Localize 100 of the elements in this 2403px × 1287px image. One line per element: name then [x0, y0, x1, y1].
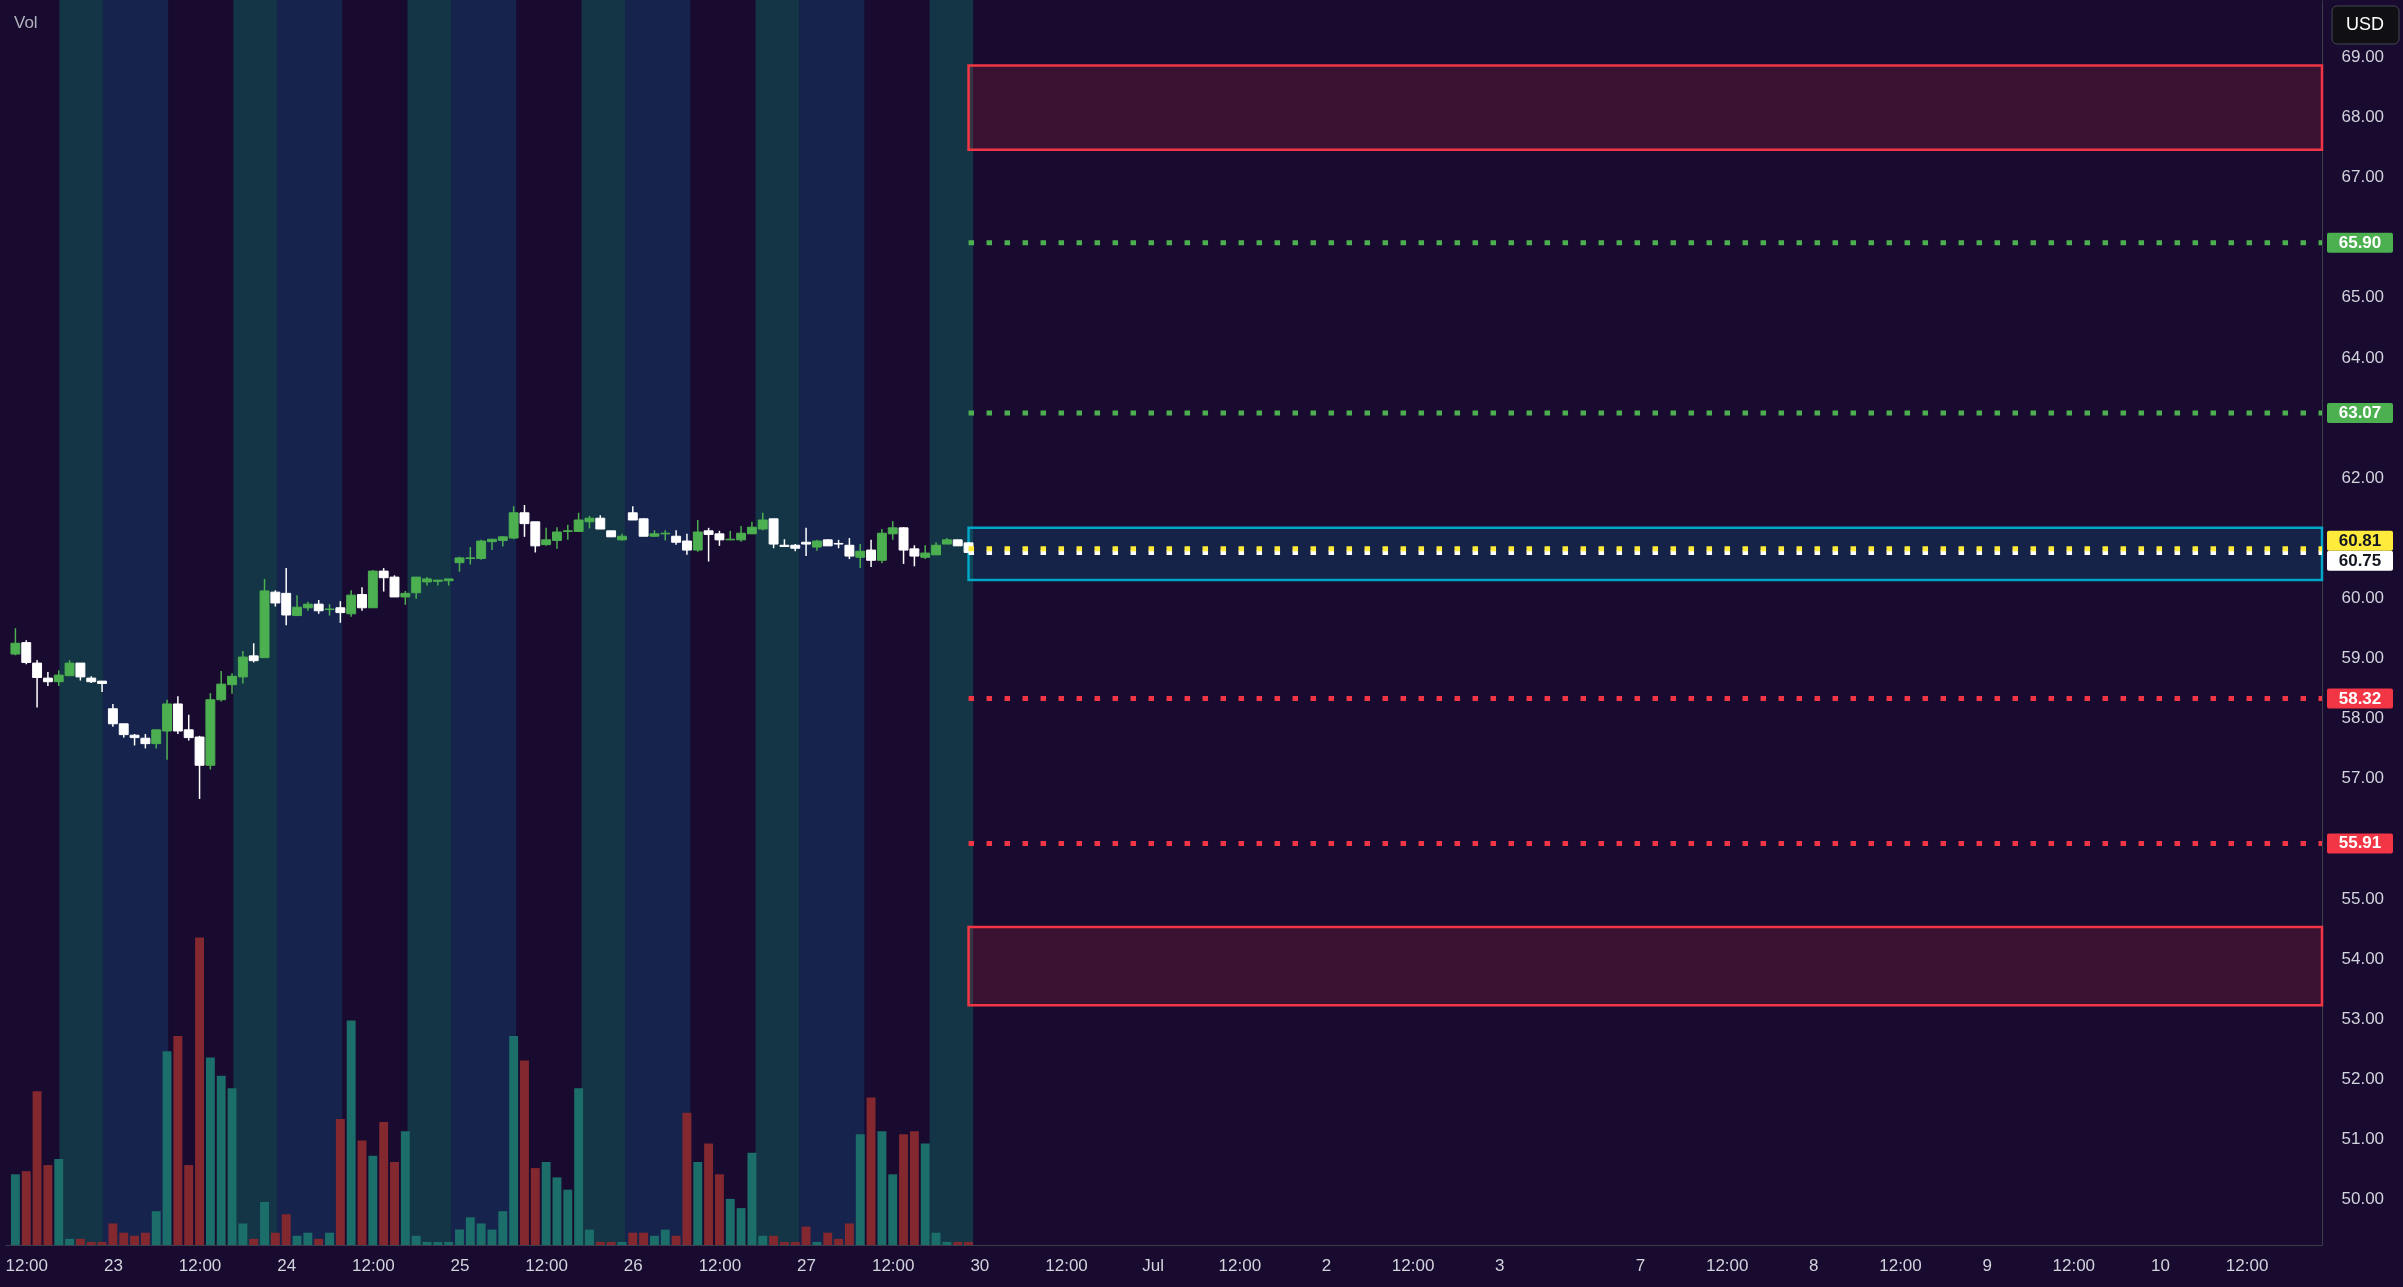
bar	[379, 1121, 389, 1245]
y-axis-title: USD	[2345, 14, 2385, 34]
bar	[54, 1158, 64, 1245]
chart-title: Vol	[14, 13, 38, 32]
candlestick	[692, 519, 703, 553]
bar	[606, 1241, 616, 1245]
bar	[790, 1241, 800, 1245]
bar	[195, 937, 204, 1245]
y-tick-label: 64.00	[2341, 347, 2385, 367]
bar	[725, 1198, 735, 1245]
x-tick-label: 12:00	[2225, 1255, 2269, 1275]
bar	[617, 1241, 627, 1245]
y-tick-label: 53.00	[2341, 1008, 2385, 1028]
x-tick-label: 9	[1982, 1255, 1992, 1275]
bar	[834, 1238, 844, 1245]
bar	[714, 1174, 724, 1245]
bar	[205, 1057, 215, 1245]
bar	[184, 1165, 194, 1245]
bar	[411, 1235, 421, 1245]
candlestick	[357, 586, 367, 612]
x-tick-label: 7	[1635, 1255, 1646, 1275]
candlestick	[801, 527, 812, 557]
bar	[877, 1131, 887, 1245]
ref-line-label: 63.07	[2338, 403, 2382, 422]
bar	[10, 1174, 20, 1245]
bar	[75, 1238, 85, 1245]
y-tick-label: 50.00	[2341, 1189, 2385, 1209]
ref-line-label: 60.75	[2338, 550, 2382, 570]
bar	[216, 1075, 226, 1245]
bar	[693, 1161, 703, 1245]
bar	[119, 1232, 129, 1245]
y-tick-label: 55.00	[2341, 888, 2385, 908]
bar	[325, 1232, 334, 1245]
candlestick	[866, 539, 877, 568]
y-tick-label: 54.00	[2341, 948, 2385, 968]
candlestick	[335, 600, 346, 624]
bar	[249, 1238, 259, 1245]
bar	[314, 1238, 324, 1245]
ref-line-label: 65.90	[2338, 232, 2382, 252]
bar	[660, 1229, 670, 1245]
bar	[140, 1232, 150, 1245]
bar	[541, 1161, 551, 1245]
bar	[530, 1168, 540, 1245]
y-tick-label: 62.00	[2341, 467, 2385, 487]
bar	[444, 1241, 454, 1245]
x-tick-label: 30	[970, 1255, 990, 1275]
x-tick-label: 12:00	[1218, 1255, 1262, 1275]
bar	[899, 1134, 909, 1245]
y-tick-label: 57.00	[2341, 768, 2385, 788]
y-tick-label: 52.00	[2341, 1068, 2385, 1088]
x-tick-label: 8	[1809, 1255, 1819, 1275]
bar	[260, 1201, 269, 1245]
bar	[368, 1155, 378, 1245]
bar	[400, 1131, 410, 1245]
bar	[844, 1223, 854, 1245]
bar	[953, 1241, 963, 1245]
bar	[86, 1241, 96, 1245]
candlestick	[10, 627, 21, 657]
bar	[574, 1088, 584, 1245]
bar	[801, 1226, 811, 1245]
bar	[227, 1088, 237, 1245]
bar	[433, 1241, 443, 1245]
bar	[238, 1223, 248, 1245]
y-tick-label: 65.00	[2341, 287, 2385, 307]
y-tick-label: 67.00	[2341, 167, 2385, 187]
bar	[130, 1235, 140, 1245]
bar	[639, 1232, 649, 1245]
bar	[866, 1097, 876, 1245]
x-tick-label: 25	[450, 1255, 470, 1275]
bar	[909, 1131, 919, 1245]
x-tick-label: 12:00	[1879, 1255, 1922, 1275]
bar	[476, 1223, 486, 1245]
bar	[649, 1235, 659, 1245]
bar	[758, 1235, 768, 1245]
x-tick-label: 12:00	[1391, 1255, 1435, 1275]
x-tick-label: 12:00	[178, 1255, 222, 1275]
bar	[552, 1177, 562, 1245]
bar	[162, 1051, 172, 1245]
candlestick	[346, 589, 357, 618]
bar	[303, 1232, 313, 1245]
x-tick-label: 27	[797, 1255, 817, 1275]
y-tick-label: 68.00	[2341, 107, 2385, 127]
bar	[704, 1143, 714, 1245]
bar	[888, 1174, 898, 1245]
bar	[455, 1229, 464, 1245]
bar	[812, 1241, 822, 1245]
bar	[357, 1140, 367, 1245]
bar	[498, 1211, 508, 1245]
bar	[769, 1235, 779, 1245]
bar	[964, 1241, 973, 1245]
x-tick-label: 12:00	[352, 1255, 395, 1275]
y-tick-label: 59.00	[2341, 648, 2385, 668]
bar	[585, 1229, 594, 1245]
y-tick-label: 51.00	[2341, 1129, 2385, 1149]
bar	[855, 1134, 865, 1245]
bar	[628, 1232, 638, 1245]
x-tick-label: 12:00	[1045, 1255, 1088, 1275]
bar	[779, 1241, 789, 1245]
x-tick-label: 24	[277, 1255, 297, 1275]
bar	[920, 1143, 930, 1245]
